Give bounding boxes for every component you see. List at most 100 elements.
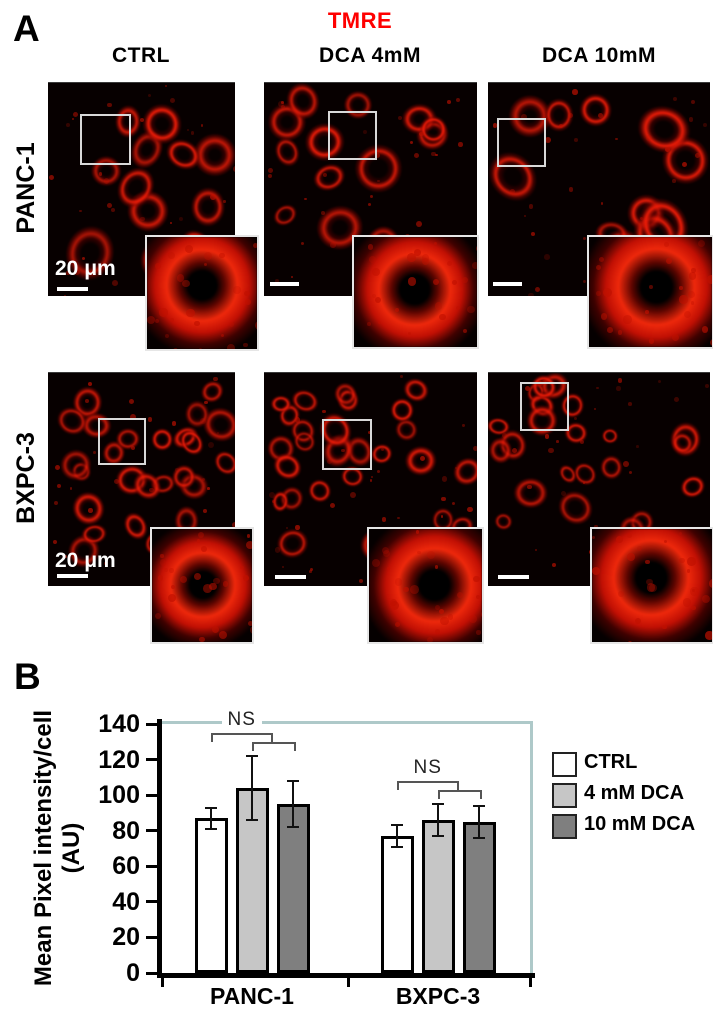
speckle bbox=[244, 298, 251, 306]
speckle bbox=[220, 334, 224, 338]
speckle bbox=[369, 256, 376, 263]
speckle bbox=[372, 559, 381, 568]
speckle bbox=[521, 114, 527, 121]
speckle bbox=[427, 636, 434, 642]
error-bar bbox=[478, 805, 480, 838]
speckle bbox=[271, 500, 276, 504]
speckle bbox=[548, 447, 554, 454]
error-bar-cap-top bbox=[432, 803, 444, 806]
speckle bbox=[637, 545, 643, 551]
bracket-tick bbox=[252, 742, 254, 751]
y-tick bbox=[146, 971, 157, 975]
speckle bbox=[111, 208, 115, 213]
speckle bbox=[439, 313, 446, 321]
speckle bbox=[370, 479, 373, 482]
speckle bbox=[658, 380, 662, 384]
speckle bbox=[103, 177, 110, 184]
speckle bbox=[159, 559, 167, 566]
speckle bbox=[467, 506, 473, 513]
speckle bbox=[433, 279, 440, 286]
legend-swatch bbox=[552, 783, 577, 808]
speckle bbox=[73, 112, 79, 118]
cell-blob bbox=[180, 174, 235, 239]
speckle bbox=[596, 290, 601, 296]
speckle bbox=[250, 626, 252, 635]
speckle bbox=[155, 263, 161, 269]
speckle bbox=[371, 293, 376, 298]
speckle bbox=[240, 565, 245, 570]
speckle bbox=[377, 179, 380, 182]
speckle bbox=[199, 636, 205, 642]
column-header-dca4: DCA 4mM bbox=[319, 44, 421, 67]
speckle bbox=[231, 522, 235, 528]
speckle bbox=[600, 201, 604, 205]
speckle bbox=[435, 153, 438, 157]
error-bar-cap-top bbox=[391, 824, 403, 827]
speckle bbox=[394, 621, 401, 628]
speckle bbox=[223, 581, 229, 587]
speckle bbox=[200, 124, 204, 127]
bracket-tick bbox=[397, 781, 399, 791]
y-tick bbox=[146, 900, 157, 904]
speckle bbox=[211, 625, 220, 634]
speckle bbox=[446, 260, 452, 266]
cell-blob bbox=[592, 446, 632, 489]
speckle bbox=[204, 401, 208, 405]
error-bar-cap-bottom bbox=[205, 827, 217, 830]
speckle bbox=[524, 385, 531, 392]
speckle bbox=[81, 256, 86, 261]
speckle bbox=[320, 211, 325, 216]
speckle bbox=[704, 383, 710, 388]
speckle bbox=[200, 418, 206, 424]
speckle bbox=[441, 475, 448, 482]
speckle bbox=[290, 276, 293, 278]
speckle bbox=[368, 430, 372, 434]
speckle bbox=[147, 417, 153, 422]
speckle bbox=[523, 214, 527, 218]
speckle bbox=[456, 591, 464, 599]
speckle bbox=[626, 532, 633, 539]
speckle bbox=[175, 468, 179, 472]
speckle bbox=[209, 582, 217, 591]
error-bar-cap-top bbox=[287, 779, 299, 782]
speckle bbox=[679, 295, 688, 304]
speckle bbox=[367, 322, 371, 326]
speckle bbox=[389, 600, 399, 610]
column-header-ctrl: CTRL bbox=[112, 44, 170, 67]
speckle bbox=[480, 610, 482, 619]
speckle bbox=[681, 161, 687, 167]
y-axis-line bbox=[157, 719, 162, 978]
speckle bbox=[662, 625, 667, 630]
speckle bbox=[703, 123, 708, 128]
speckle bbox=[63, 295, 67, 296]
speckle bbox=[147, 315, 156, 324]
speckle bbox=[202, 583, 212, 593]
bracket-upper bbox=[397, 781, 459, 784]
speckle bbox=[691, 588, 695, 592]
speckle bbox=[72, 118, 75, 121]
speckle bbox=[330, 242, 336, 248]
speckle bbox=[200, 546, 207, 553]
speckle bbox=[682, 598, 692, 608]
speckle bbox=[688, 272, 696, 280]
speckle bbox=[341, 448, 345, 453]
bar-BXPC-3-10 mM DCA bbox=[462, 821, 496, 973]
speckle bbox=[691, 606, 696, 611]
speckle bbox=[410, 141, 414, 145]
speckle bbox=[592, 567, 600, 576]
speckle bbox=[455, 467, 458, 470]
bar-PANC-1-10 mM DCA bbox=[276, 804, 310, 973]
speckle bbox=[213, 577, 220, 584]
speckle bbox=[394, 578, 403, 586]
speckle bbox=[551, 562, 556, 567]
speckle bbox=[278, 100, 285, 107]
speckle bbox=[203, 509, 207, 513]
speckle bbox=[574, 138, 579, 142]
speckle bbox=[626, 552, 635, 561]
magnified-cell bbox=[592, 529, 712, 642]
speckle bbox=[690, 100, 695, 105]
speckle bbox=[544, 254, 550, 260]
speckle bbox=[187, 128, 190, 132]
speckle bbox=[599, 256, 605, 262]
error-bar bbox=[292, 780, 294, 828]
